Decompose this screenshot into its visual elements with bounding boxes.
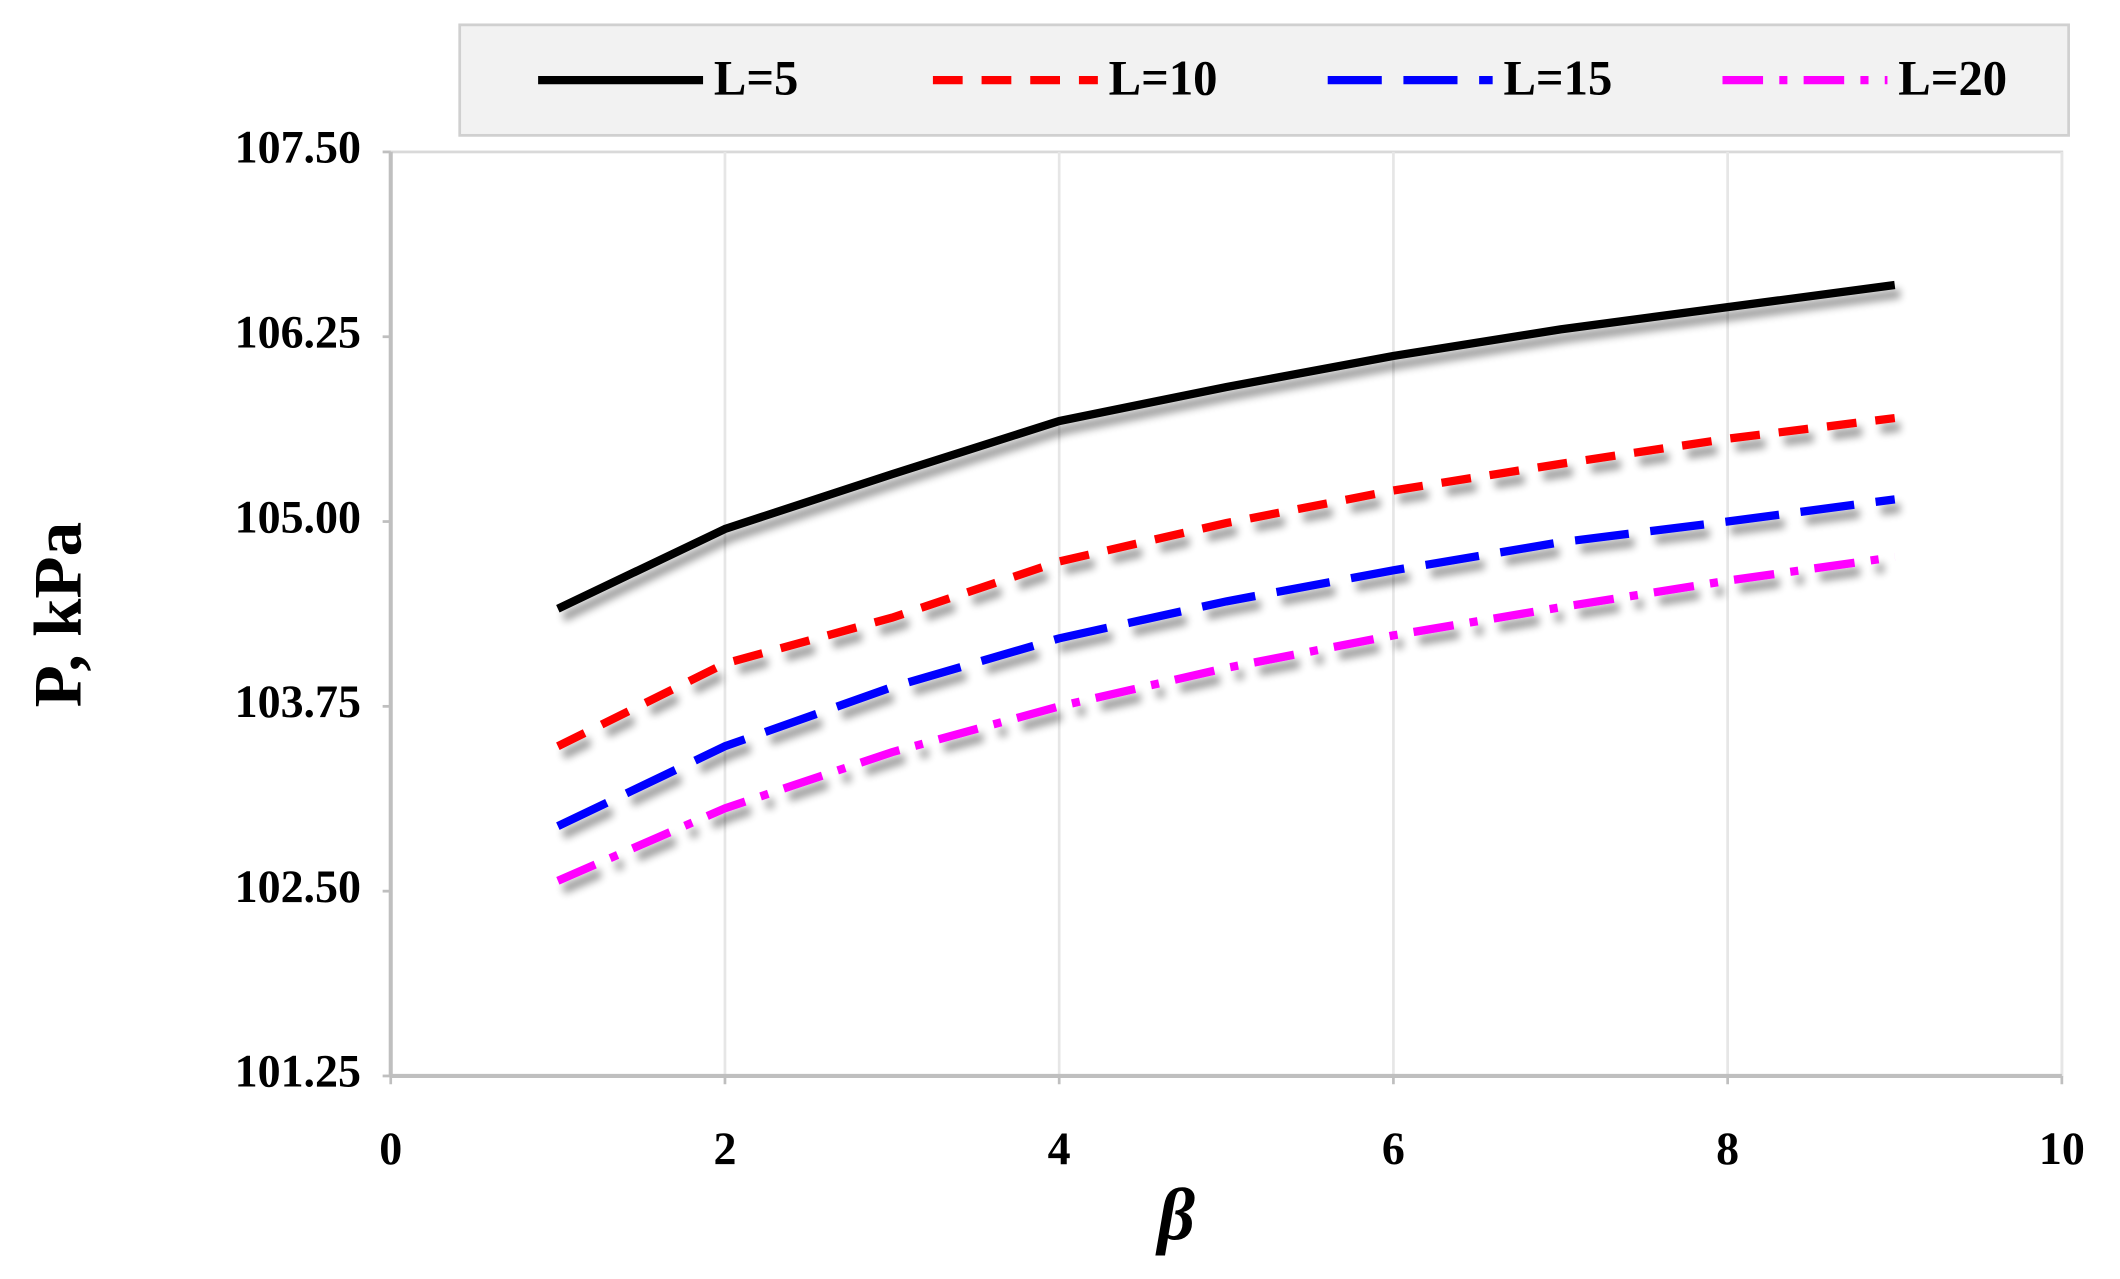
series-line <box>556 495 1896 830</box>
x-tick-label: 6 <box>1382 1124 1405 1176</box>
x-axis-label: β <box>1155 1173 1196 1256</box>
plot-frame <box>389 150 2064 1078</box>
legend-label: L=15 <box>1503 50 1612 106</box>
x-tick-label: 0 <box>379 1124 402 1176</box>
y-tick-label: 102.50 <box>235 862 361 914</box>
legend-label: L=20 <box>1898 50 2007 106</box>
y-tick-label: 107.50 <box>235 122 361 174</box>
x-tick-label: 10 <box>2039 1124 2085 1176</box>
series-line <box>556 413 1896 750</box>
y-tick-label: 105.00 <box>235 492 361 544</box>
legend-box <box>458 23 2070 137</box>
x-tick-label: 4 <box>1048 1124 1071 1176</box>
x-tick-label: 2 <box>713 1124 736 1176</box>
legend-label: L=10 <box>1109 50 1218 106</box>
y-tick-label: 103.75 <box>235 677 361 729</box>
legend-label: L=5 <box>714 50 799 106</box>
series-line <box>556 552 1896 885</box>
y-tick-label: 101.25 <box>235 1046 361 1098</box>
y-axis-label: P, kPa <box>20 522 95 707</box>
x-tick-label: 8 <box>1716 1124 1739 1176</box>
y-tick-label: 106.25 <box>235 307 361 359</box>
series-line <box>556 280 1896 613</box>
